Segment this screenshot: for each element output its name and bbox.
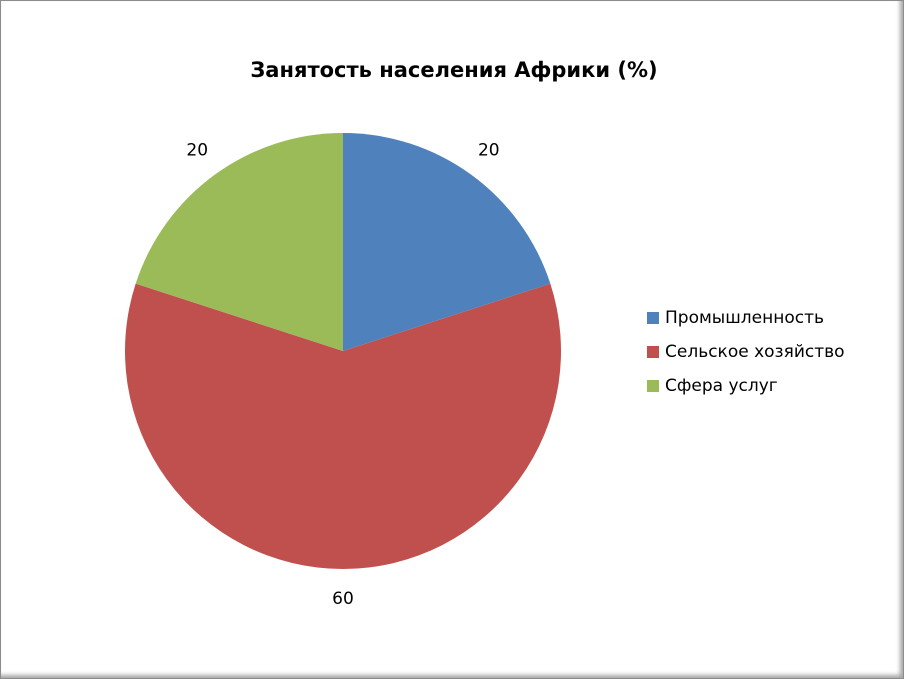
legend-swatch (647, 312, 659, 324)
data-label: 20 (186, 140, 208, 160)
pie-slice (125, 283, 561, 569)
pie-slice (343, 133, 551, 351)
legend-label: Сфера услуг (665, 376, 778, 396)
data-label: 20 (478, 140, 500, 160)
chart-title: Занятость населения Африки (%) (250, 58, 657, 82)
data-label: 60 (332, 589, 354, 609)
legend-swatch (647, 346, 659, 358)
legend-swatch (647, 380, 659, 392)
pie-slice (135, 132, 343, 351)
legend-label: Промышленность (665, 308, 824, 328)
legend-label: Сельское хозяйство (665, 342, 845, 362)
